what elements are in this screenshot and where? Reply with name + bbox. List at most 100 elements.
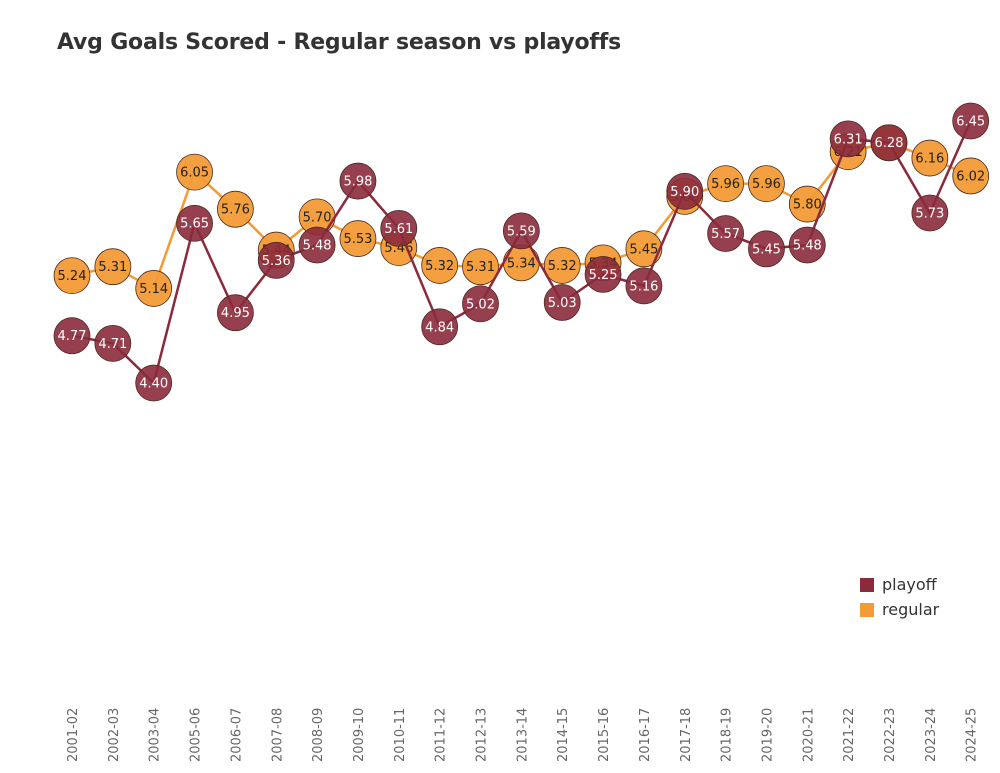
data-label-playoff: 4.84 [425, 320, 454, 335]
data-label-playoff: 4.77 [58, 329, 87, 344]
data-point-regular[interactable] [952, 157, 990, 195]
data-label-regular: 6.02 [956, 169, 985, 184]
data-label-playoff: 4.95 [221, 306, 250, 321]
data-point-playoff[interactable] [502, 212, 540, 250]
data-point-regular[interactable] [53, 257, 91, 295]
data-label-regular: 5.34 [507, 256, 536, 271]
x-tick-label: 2011-12 [434, 708, 449, 762]
data-point-playoff[interactable] [380, 209, 418, 247]
data-point-playoff[interactable] [298, 226, 336, 264]
x-tick-label: 2002-03 [107, 708, 122, 762]
data-label-playoff: 5.48 [303, 238, 332, 253]
data-label-playoff: 5.73 [915, 207, 944, 222]
x-tick-label: 2022-23 [883, 708, 898, 762]
x-tick-label: 2014-15 [556, 708, 571, 762]
data-point-playoff[interactable] [707, 215, 744, 252]
data-point-regular[interactable] [135, 270, 173, 307]
x-tick-label: 2021-22 [842, 708, 857, 762]
data-point-regular[interactable] [462, 248, 499, 286]
data-point-regular[interactable] [543, 247, 581, 284]
data-label-playoff: 5.36 [262, 254, 291, 269]
legend-label-playoff: playoff [882, 575, 937, 594]
data-label-playoff: 6.31 [834, 132, 863, 147]
data-point-playoff[interactable] [911, 194, 949, 232]
data-label-regular: 5.31 [466, 260, 495, 275]
data-label-playoff: 5.48 [793, 238, 822, 253]
data-label-regular: 6.05 [180, 166, 209, 181]
data-label-playoff: 5.45 [752, 242, 781, 257]
legend-item-regular[interactable]: regular [860, 597, 939, 622]
x-tick-label: 2003-04 [148, 708, 163, 762]
data-point-playoff[interactable] [829, 120, 867, 158]
data-point-playoff[interactable] [135, 364, 173, 402]
data-point-regular[interactable] [421, 247, 459, 284]
data-point-playoff[interactable] [339, 162, 377, 200]
x-tick-label: 2018-19 [720, 708, 735, 762]
data-point-playoff[interactable] [421, 308, 459, 346]
data-label-playoff: 5.65 [180, 217, 209, 232]
data-point-regular[interactable] [339, 220, 377, 257]
data-label-regular: 6.16 [915, 152, 944, 167]
data-point-playoff[interactable] [257, 241, 295, 279]
data-point-regular[interactable] [748, 165, 785, 203]
data-point-regular[interactable] [176, 153, 213, 191]
x-tick-label: 2023-24 [924, 708, 939, 762]
x-tick-label: 2009-10 [352, 708, 367, 762]
data-label-regular: 5.32 [548, 259, 577, 274]
data-point-playoff[interactable] [870, 124, 908, 162]
data-point-regular[interactable] [94, 248, 132, 286]
data-point-playoff[interactable] [94, 324, 132, 362]
x-tick-label: 2007-08 [270, 708, 285, 762]
data-point-playoff[interactable] [216, 294, 254, 332]
data-point-playoff[interactable] [748, 230, 785, 268]
x-tick-label: 2012-13 [475, 708, 490, 762]
data-point-regular[interactable] [911, 139, 949, 177]
data-point-playoff[interactable] [462, 285, 499, 323]
legend: playoff regular [860, 572, 939, 622]
data-label-playoff: 5.90 [670, 185, 699, 200]
x-tick-label: 2008-09 [311, 708, 326, 762]
x-tick-label: 2017-18 [679, 708, 694, 762]
data-point-playoff[interactable] [543, 284, 581, 321]
data-label-playoff: 4.40 [139, 377, 168, 392]
data-point-playoff[interactable] [952, 102, 990, 140]
data-label-regular: 5.32 [425, 259, 454, 274]
data-label-playoff: 5.98 [343, 175, 372, 190]
data-point-playoff[interactable] [666, 172, 704, 210]
x-axis: 2001-02 2002-03 2003-04 2005-06 2006-07 2007-… [66, 708, 980, 762]
data-point-playoff[interactable] [625, 267, 663, 305]
x-tick-label: 2024-25 [965, 708, 980, 762]
data-point-regular[interactable] [216, 190, 254, 228]
data-point-playoff[interactable] [53, 317, 91, 355]
legend-item-playoff[interactable]: playoff [860, 572, 939, 597]
data-label-playoff: 5.16 [629, 279, 658, 294]
data-point-regular[interactable] [707, 165, 744, 203]
data-label-regular: 5.70 [303, 210, 332, 225]
legend-swatch-playoff [860, 577, 874, 592]
data-label-playoff: 6.45 [956, 115, 985, 130]
x-tick-label: 2019-20 [760, 708, 775, 762]
x-tick-label: 2006-07 [229, 708, 244, 762]
data-point-regular[interactable] [625, 230, 663, 268]
data-label-regular: 5.80 [793, 198, 822, 213]
data-label-regular: 5.24 [58, 269, 87, 284]
data-label-regular: 5.31 [98, 260, 127, 275]
data-point-regular[interactable] [788, 185, 826, 223]
x-tick-label: 2020-21 [801, 708, 816, 762]
data-point-playoff[interactable] [788, 226, 826, 264]
data-label-playoff: 5.61 [384, 222, 413, 237]
data-point-playoff[interactable] [584, 255, 622, 293]
data-label-regular: 5.96 [711, 177, 740, 192]
data-label-playoff: 5.02 [466, 297, 495, 312]
x-tick-label: 2013-14 [515, 708, 530, 762]
data-label-regular: 5.76 [221, 203, 250, 218]
data-label-regular: 5.96 [752, 177, 781, 192]
data-label-regular: 5.53 [343, 232, 372, 247]
x-tick-label: 2016-17 [638, 708, 653, 762]
data-point-playoff[interactable] [176, 204, 213, 242]
data-label-regular: 5.45 [629, 242, 658, 257]
series-playoff: 4.77 4.71 4.40 5.65 4.95 5.36 5.48 5.98 5.61 4.84… [53, 102, 990, 402]
x-tick-label: 2010-11 [393, 708, 408, 762]
x-tick-label: 2005-06 [189, 708, 204, 762]
